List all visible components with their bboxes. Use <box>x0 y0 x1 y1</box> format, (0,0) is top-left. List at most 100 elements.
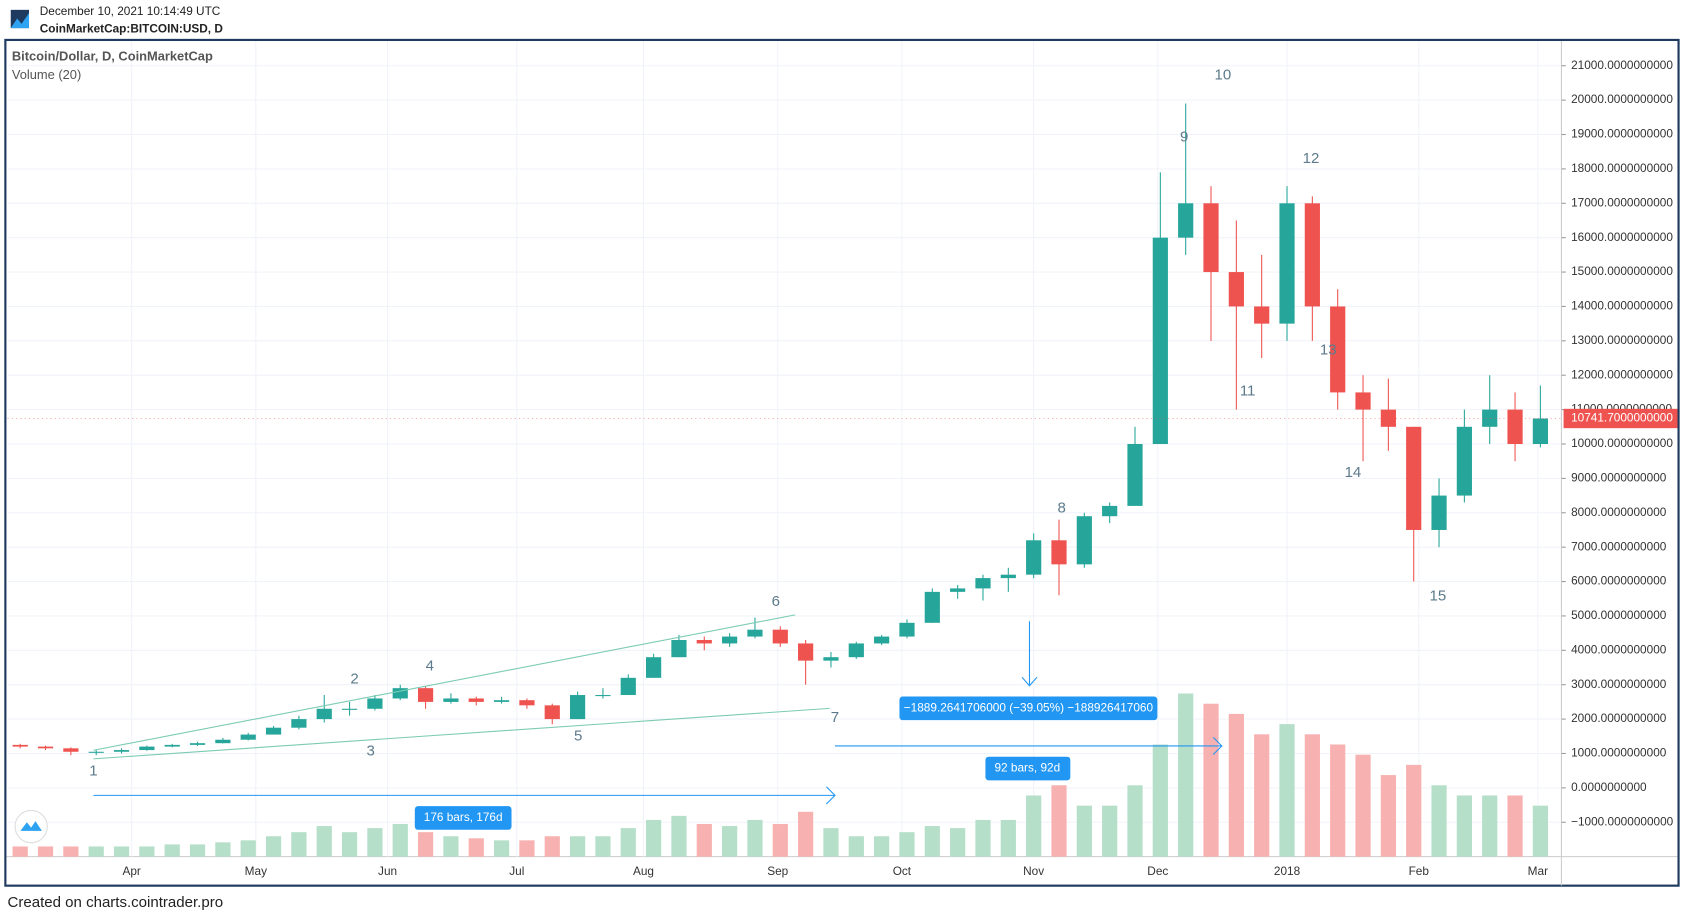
y-tick-label: 6000.0000000000 <box>1571 574 1667 588</box>
tv-logo[interactable] <box>14 809 48 844</box>
volume-bar <box>646 819 662 857</box>
candle-body <box>1000 574 1016 579</box>
volume-bar <box>265 836 282 857</box>
y-tick-label: 0.0000000000 <box>1571 780 1647 794</box>
volume-bar <box>544 836 560 857</box>
candle-body <box>671 640 687 658</box>
y-tick-label: 19000.0000000000 <box>1571 127 1673 141</box>
wave-label: 2 <box>350 670 358 687</box>
frame <box>4 38 1680 887</box>
y-tick-label: 1000.0000000000 <box>1571 746 1667 760</box>
volume-bar <box>189 844 206 857</box>
y-tick-label: 21000.0000000000 <box>1571 58 1673 72</box>
x-tick-label: Jul <box>509 864 524 878</box>
volume-bar <box>1026 795 1042 857</box>
volume-bar <box>493 840 510 857</box>
candle-body <box>37 746 54 749</box>
volume-bar <box>1152 744 1168 857</box>
volume-bar <box>899 832 915 857</box>
y-tick-label: 5000.0000000000 <box>1571 608 1667 622</box>
wave-label: 3 <box>367 742 375 759</box>
wave-label: 8 <box>1058 499 1066 516</box>
candle-body <box>1203 203 1219 273</box>
footer: Created on charts.cointrader.pro <box>8 894 224 911</box>
x-tick-label: Feb <box>1409 864 1430 878</box>
x-tick-label: Jun <box>378 864 397 878</box>
wave-label: 13 <box>1320 341 1337 358</box>
y-tick-label: 15000.0000000000 <box>1571 264 1673 278</box>
volume-bar <box>417 832 434 857</box>
y-tick-label: 7000.0000000000 <box>1571 539 1667 553</box>
measure-label: −1889.2641706000 (−39.05%) −188926417060 <box>904 700 1154 714</box>
candle-body <box>189 743 206 745</box>
volume-bar <box>367 828 383 857</box>
y-tick-label: 17000.0000000000 <box>1571 195 1673 209</box>
volume-legend: Volume (20) <box>12 67 81 82</box>
wave-label: 5 <box>574 727 582 744</box>
y-tick-label: 9000.0000000000 <box>1571 471 1667 485</box>
last-price-box <box>1563 408 1678 429</box>
candle-body <box>367 698 383 709</box>
wave-label: 7 <box>831 709 839 726</box>
volume-bar <box>924 826 940 857</box>
volume-bar <box>1000 819 1016 857</box>
candle-body <box>63 748 79 752</box>
candle-body <box>950 588 966 592</box>
timestamp: December 10, 2021 10:14:49 UTC <box>40 4 221 18</box>
candle-body <box>1178 203 1194 238</box>
y-tick-label: 16000.0000000000 <box>1571 230 1673 244</box>
x-tick-label: May <box>245 864 267 878</box>
volume-bar <box>696 824 712 857</box>
candle-body <box>924 591 940 623</box>
legend-title: Bitcoin/Dollar, D, CoinMarketCap <box>12 49 213 64</box>
tv-logo-mark <box>20 821 42 831</box>
measure-box <box>414 806 512 830</box>
volume-bar <box>975 819 991 857</box>
candle-body <box>1482 409 1498 427</box>
x-tick-label: 2018 <box>1274 864 1301 878</box>
volume-bar <box>671 815 687 857</box>
volume-bar <box>798 811 814 857</box>
candle-body <box>1406 426 1422 530</box>
candle-body <box>291 719 307 728</box>
candle-body <box>899 622 915 637</box>
x-tick-label: Dec <box>1147 864 1168 878</box>
candle-body <box>772 629 788 644</box>
trendline <box>93 614 796 751</box>
trendline <box>93 707 830 760</box>
candle-body <box>1304 203 1320 307</box>
volume-bar <box>823 828 839 857</box>
candle-body <box>722 636 738 644</box>
candle-body <box>646 657 662 678</box>
candle-body <box>417 688 434 702</box>
candle-body <box>848 643 864 658</box>
y-tick-label: 10000.0000000000 <box>1571 436 1673 450</box>
x-tick-label: Aug <box>633 864 654 878</box>
volume-pane <box>12 693 1548 857</box>
y-tick-label: 3000.0000000000 <box>1571 677 1667 691</box>
wave-label: 4 <box>426 657 434 674</box>
candle-body <box>798 643 814 661</box>
candle-body <box>1051 540 1067 565</box>
symbol: CoinMarketCap:BITCOIN:USD, D <box>40 21 224 35</box>
candle-body <box>595 695 611 697</box>
volume-bar <box>519 840 535 857</box>
y-tick-label: 13000.0000000000 <box>1571 333 1673 347</box>
candle-body <box>1026 540 1042 575</box>
candle-body <box>392 688 408 699</box>
wave-label: 12 <box>1303 150 1320 167</box>
y-tick-label: 2000.0000000000 <box>1571 711 1667 725</box>
volume-bar <box>747 819 763 857</box>
volume-bar <box>1178 693 1194 857</box>
candle-body <box>341 708 358 710</box>
candle-body <box>1279 203 1295 324</box>
volume-bar <box>1456 795 1472 857</box>
candle-body <box>1431 495 1447 530</box>
candles <box>12 103 1548 756</box>
volume-bar <box>113 846 130 857</box>
volume-bar <box>1507 795 1523 857</box>
volume-bar <box>1102 805 1118 857</box>
volume-bar <box>595 836 611 857</box>
volume-bar <box>1304 734 1320 857</box>
volume-bar <box>1532 805 1548 857</box>
